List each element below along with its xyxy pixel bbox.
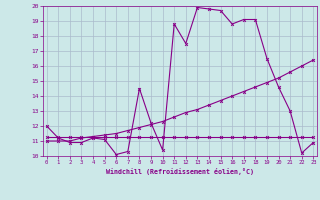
X-axis label: Windchill (Refroidissement éolien,°C): Windchill (Refroidissement éolien,°C) [106,168,254,175]
